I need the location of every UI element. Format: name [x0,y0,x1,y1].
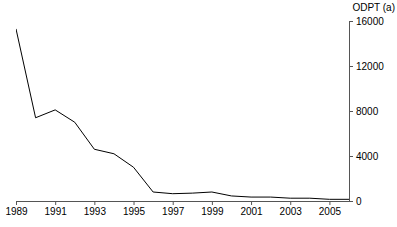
x-tick: 1989 [5,201,28,217]
plot: 1989 1991 1993 1995 1997 1999 2001 2003 2005 0 400… [5,16,384,217]
x-tick-mark [251,201,252,205]
x-tick: 1997 [162,201,185,217]
data-line [16,29,349,199]
y-tick-label: 4000 [356,151,379,162]
x-tick: 1993 [84,201,107,217]
marks [16,29,349,199]
x-tick-mark [134,201,135,205]
x-tick-label: 2003 [280,206,303,217]
chart: 1989 1991 1993 1995 1997 1999 2001 2003 2005 0 400… [0,0,397,227]
x-tick-mark [212,201,213,205]
x-tick-mark [290,201,291,205]
x-tick-label: 1989 [5,206,28,217]
x-tick: 1991 [45,201,68,217]
x-tick: 1999 [201,201,224,217]
y-tick-mark [349,201,353,202]
x-tick-label: 1995 [123,206,146,217]
y-tick-label: 0 [356,196,362,207]
y-tick-label: 8000 [356,106,379,117]
x-tick: 1995 [123,201,146,217]
y-tick-label: 12000 [356,61,384,72]
y-axis-title: ODPT (a) [352,2,395,13]
x-tick: 2001 [240,201,263,217]
x-tick-label: 1999 [201,206,224,217]
x-tick: 2003 [280,201,303,217]
x-tick-mark [16,201,17,205]
x-axis: 1989 1991 1993 1995 1997 1999 2001 2003 2005 [5,201,349,217]
x-tick-mark [173,201,174,205]
x-tick-label: 1991 [45,206,68,217]
y-tick-mark [349,156,353,157]
y-axis: 0 4000 8000 12000 16000 [349,16,384,207]
y-tick-mark [349,21,353,22]
x-axis-line [17,201,350,202]
y-tick-label: 16000 [356,16,384,27]
y-tick-mark [349,66,353,67]
x-tick-label: 2005 [319,206,342,217]
x-tick-mark [329,201,330,205]
y-tick: 12000 [349,61,384,72]
x-tick-mark [55,201,56,205]
x-tick-label: 2001 [240,206,263,217]
x-tick-label: 1993 [84,206,107,217]
x-tick-label: 1997 [162,206,185,217]
y-tick-mark [349,111,353,112]
x-tick-mark [94,201,95,205]
y-tick: 8000 [349,106,379,117]
x-tick: 2005 [319,201,342,217]
y-tick: 0 [349,196,362,207]
y-tick: 4000 [349,151,379,162]
y-tick: 16000 [349,16,384,27]
